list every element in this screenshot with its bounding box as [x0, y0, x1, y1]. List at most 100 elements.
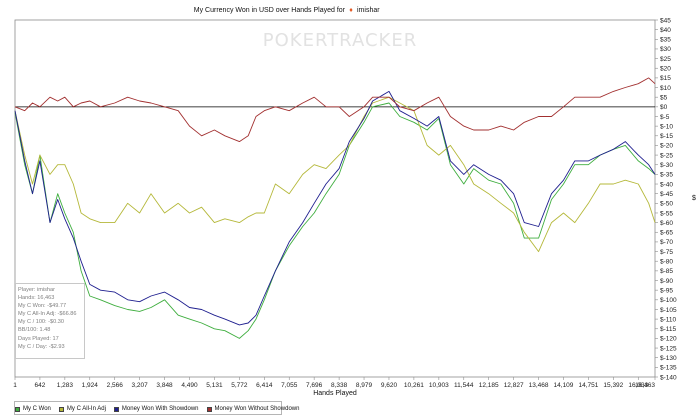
- x-tick-label: 1,283: [57, 382, 74, 389]
- y-tick-label: $-50: [660, 201, 673, 208]
- x-tick-label: 14,109: [554, 382, 574, 389]
- y-tick-label: $-115: [660, 326, 677, 333]
- y-tick-label: $-90: [660, 278, 673, 285]
- stats-line: My C / Day: -$2.93: [18, 343, 65, 350]
- y-tick-label: $20: [660, 66, 671, 73]
- legend-label: Money Won Without Showdown: [214, 406, 300, 412]
- x-tick-label: 1: [13, 382, 17, 389]
- legend-swatch: [113, 406, 119, 412]
- stats-line: My C All-In Adj: -$66.86: [18, 311, 77, 318]
- stats-line: My C Won: -$49.77: [18, 303, 67, 310]
- x-tick-label: 6,414: [256, 382, 273, 389]
- flame-icon: ♦: [349, 7, 353, 14]
- x-tick-label: 3,848: [156, 382, 173, 389]
- x-tick-label: 13,468: [529, 382, 549, 389]
- y-tick-label: $-75: [660, 249, 673, 256]
- stats-line: Hands: 16,463: [18, 295, 55, 302]
- y-tick-label: $25: [660, 56, 671, 63]
- x-tick-label: 15,392: [603, 382, 623, 389]
- x-tick-label: 642: [34, 382, 45, 389]
- stats-line: Player: imishar: [18, 287, 55, 293]
- x-tick-label: 7,696: [306, 382, 323, 389]
- x-tick-label: 4,490: [181, 382, 198, 389]
- x-tick-label: 3,207: [132, 382, 149, 389]
- series-line-my-c-all-in-adj: [14, 96, 656, 253]
- y-tick-label: $-105: [660, 307, 677, 314]
- x-tick-label: 12,827: [504, 382, 524, 389]
- x-axis-title: Hands Played: [313, 390, 357, 397]
- x-tick-label: 2,566: [107, 382, 124, 389]
- y-tick-label: $15: [660, 75, 671, 82]
- y-tick-label: $-30: [660, 162, 673, 169]
- series-line-money-won-without-showdown: [14, 77, 656, 143]
- y-tick-label: $-110: [660, 316, 677, 323]
- y-tick-label: $-45: [660, 191, 673, 198]
- y-tick-label: $-85: [660, 268, 673, 275]
- x-tick-label: 5,131: [206, 382, 223, 389]
- y-tick-label: $10: [660, 85, 671, 92]
- y-tick-label: $-35: [660, 172, 673, 179]
- legend-item: Money Won Without Showdown: [206, 406, 300, 412]
- x-tick-label: 9,620: [381, 382, 398, 389]
- legend-label: My C Won: [23, 406, 51, 412]
- x-tick-label: 10,903: [429, 382, 449, 389]
- y-tick-label: $-95: [660, 287, 673, 294]
- y-axis: $45 $40 $35 $30 $25 $20 $15 $10 $5 $0 $-5 $-10 $-15 $…: [655, 17, 677, 381]
- y-tick-label: $-20: [660, 143, 673, 150]
- y-tick-label: $-65: [660, 230, 673, 237]
- y-tick-label: $30: [660, 46, 671, 53]
- y-tick-label: $0: [660, 104, 668, 111]
- y-tick-label: $35: [660, 37, 671, 44]
- legend-item: My C All-In Adj: [58, 406, 106, 412]
- y-tick-label: $-10: [660, 123, 673, 130]
- x-tick-label: 16,463: [635, 382, 655, 389]
- x-tick-label: 8,979: [356, 382, 373, 389]
- stats-line: BB/100: 1.48: [18, 327, 51, 334]
- chart-title: My Currency Won in USD over Hands Played…: [194, 7, 380, 14]
- y-tick-label: $5: [660, 94, 668, 101]
- stats-line: Days Played: 17: [18, 335, 59, 342]
- x-tick-label: 14,751: [578, 382, 598, 389]
- series-lines: [14, 77, 656, 339]
- y-tick-label: $-15: [660, 133, 673, 140]
- x-tick-label: 7,055: [281, 382, 298, 389]
- legend-frame: [14, 401, 282, 415]
- y-tick-label: $-70: [660, 239, 673, 246]
- x-tick-label: 8,338: [331, 382, 348, 389]
- y-axis-title: $: [692, 195, 696, 202]
- legend-label: My C All-In Adj: [66, 406, 106, 412]
- series-line-money-won-with-showdown: [14, 90, 656, 326]
- series-line-my-c-won: [14, 102, 656, 339]
- x-tick-label: 10,261: [404, 382, 424, 389]
- x-tick-label: 16,033: [628, 382, 648, 389]
- y-tick-label: $-40: [660, 181, 673, 188]
- y-tick-label: $-5: [660, 114, 670, 121]
- legend-swatch: [206, 406, 212, 412]
- y-tick-label: $-60: [660, 220, 673, 227]
- stats-line: My C / 100: -$0.30: [18, 319, 65, 326]
- y-tick-label: $-120: [660, 336, 677, 343]
- player-stats-box: Player: imishar Hands: 16,463 My C Won: -$…: [15, 283, 85, 359]
- watermark-text: POKERTRACKER: [263, 30, 417, 51]
- plot-area-frame: [14, 19, 656, 378]
- x-tick-label: 5,772: [231, 382, 248, 389]
- y-tick-label: $45: [660, 17, 671, 24]
- y-tick-label: $-135: [660, 365, 677, 372]
- y-tick-label: $-125: [660, 345, 677, 352]
- y-tick-label: $-140: [660, 374, 677, 381]
- legend-item: My C Won: [15, 406, 51, 412]
- x-tick-label: 12,185: [479, 382, 499, 389]
- chart-title-prefix: My Currency Won in USD over Hands Played…: [194, 7, 346, 14]
- y-tick-label: $-130: [660, 355, 677, 362]
- legend-label: Money Won With Showdown: [121, 406, 199, 412]
- y-tick-label: $-100: [660, 297, 677, 304]
- legend-swatch: [58, 406, 64, 412]
- x-tick-label: 1,924: [82, 382, 99, 389]
- x-axis: 1 642 1,283 1,924 2,566 3,207 3,848 4,490 5,131 5…: [13, 377, 655, 389]
- y-tick-label: $-80: [660, 259, 673, 266]
- chart-legend: My C Won My C All-In Adj Money Won With Sh…: [15, 403, 307, 415]
- chart-title-player: imishar: [357, 7, 380, 14]
- y-tick-label: $40: [660, 27, 671, 34]
